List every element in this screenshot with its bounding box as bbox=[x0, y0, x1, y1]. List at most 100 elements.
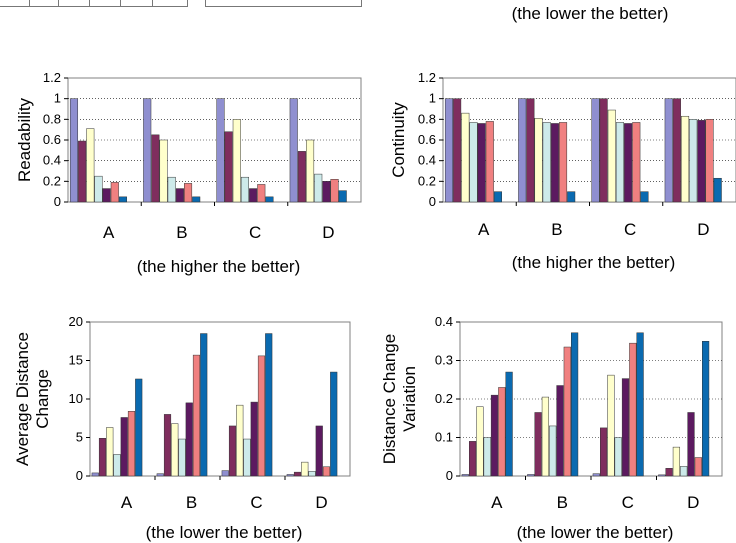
bar bbox=[485, 121, 494, 203]
y-axis-label-line: Average Distance bbox=[13, 332, 32, 466]
bar bbox=[453, 98, 462, 203]
category-label: D bbox=[315, 493, 327, 512]
bar bbox=[571, 332, 579, 477]
y-tick-label: 0.4 bbox=[43, 153, 61, 168]
bar bbox=[624, 123, 633, 203]
bar bbox=[330, 371, 338, 477]
y-tick-label: 0.4 bbox=[435, 314, 453, 329]
y-tick-label: 0.3 bbox=[435, 353, 453, 368]
y-tick-label: 1.2 bbox=[43, 70, 61, 85]
bar bbox=[78, 140, 87, 203]
bar bbox=[265, 333, 273, 477]
bar bbox=[534, 118, 543, 203]
bar bbox=[232, 119, 241, 203]
bar bbox=[330, 179, 339, 203]
bar bbox=[680, 466, 688, 477]
bar bbox=[672, 98, 681, 203]
legend-cell bbox=[0, 0, 30, 7]
panel-caption: (the higher the better) bbox=[137, 257, 300, 276]
category-label: A bbox=[121, 493, 133, 512]
bar bbox=[94, 175, 103, 203]
y-tick-label: 1.2 bbox=[418, 70, 436, 85]
bar bbox=[563, 346, 571, 477]
bar bbox=[184, 183, 193, 203]
bar bbox=[542, 122, 551, 203]
bar bbox=[120, 417, 128, 477]
y-tick-label: 1 bbox=[429, 91, 436, 106]
category-label: D bbox=[687, 493, 699, 512]
bar bbox=[159, 139, 168, 203]
y-tick-label: 0 bbox=[446, 468, 453, 483]
bar bbox=[301, 461, 309, 477]
bar bbox=[498, 387, 506, 477]
bar bbox=[110, 182, 119, 203]
bar bbox=[591, 98, 600, 203]
bar bbox=[216, 98, 225, 203]
chart-panel-1: 0 0.2 0.4 0.6 0.8 1 1.2 A B C D Readability (the hig… bbox=[15, 70, 362, 276]
bar bbox=[98, 438, 107, 477]
bar bbox=[476, 406, 484, 477]
bar bbox=[713, 177, 722, 203]
category-label: A bbox=[478, 220, 490, 239]
legend-cell bbox=[58, 0, 90, 7]
y-tick-label: 0.6 bbox=[43, 132, 61, 147]
bar bbox=[518, 98, 527, 203]
bar bbox=[461, 112, 470, 203]
top-caption: (the lower the better) bbox=[511, 4, 669, 23]
category-label: B bbox=[557, 493, 568, 512]
legend-cell bbox=[28, 0, 59, 7]
bar bbox=[228, 425, 237, 477]
bar bbox=[257, 355, 266, 477]
y-tick-label: 0.2 bbox=[418, 173, 436, 188]
y-tick-label: 0.1 bbox=[435, 430, 453, 445]
bar bbox=[705, 119, 714, 203]
category-label: A bbox=[491, 493, 503, 512]
category-label: B bbox=[551, 220, 562, 239]
bar bbox=[607, 374, 615, 477]
y-tick-label: 0 bbox=[429, 194, 436, 209]
bar bbox=[322, 181, 331, 203]
bar bbox=[636, 332, 644, 477]
bar bbox=[640, 191, 649, 203]
bar bbox=[469, 441, 477, 477]
bar bbox=[559, 122, 568, 203]
bar bbox=[151, 134, 160, 203]
bar bbox=[600, 427, 608, 477]
bar bbox=[549, 425, 557, 477]
bar bbox=[106, 427, 114, 477]
bar bbox=[178, 438, 186, 477]
bar bbox=[592, 473, 600, 477]
bar bbox=[614, 437, 622, 477]
bar bbox=[658, 474, 666, 477]
category-label: D bbox=[322, 223, 334, 242]
bar bbox=[127, 411, 136, 477]
bar bbox=[192, 354, 201, 477]
y-tick-label: 10 bbox=[69, 391, 83, 406]
category-label: C bbox=[622, 493, 634, 512]
bar bbox=[702, 341, 710, 477]
bar bbox=[534, 412, 542, 477]
y-tick-label: 0.6 bbox=[418, 132, 436, 147]
bar bbox=[689, 119, 698, 203]
bar bbox=[167, 176, 176, 203]
bar bbox=[224, 131, 233, 203]
bar bbox=[185, 402, 193, 477]
bar bbox=[221, 470, 229, 477]
y-tick-label: 0.4 bbox=[418, 153, 436, 168]
bar bbox=[681, 115, 690, 203]
bar bbox=[556, 385, 564, 477]
legend-cell bbox=[120, 0, 153, 7]
bar bbox=[69, 98, 79, 203]
bar bbox=[171, 423, 179, 477]
y-tick-label: 0.2 bbox=[43, 173, 61, 188]
panel-caption: (the lower the better) bbox=[146, 523, 303, 542]
y-tick-label: 20 bbox=[69, 314, 83, 329]
bar bbox=[143, 98, 152, 203]
y-tick-label: 0.8 bbox=[43, 111, 61, 126]
bar bbox=[135, 378, 143, 477]
category-label: C bbox=[250, 493, 262, 512]
y-tick-label: 0.8 bbox=[418, 111, 436, 126]
bar bbox=[694, 457, 702, 477]
bar bbox=[629, 342, 637, 477]
